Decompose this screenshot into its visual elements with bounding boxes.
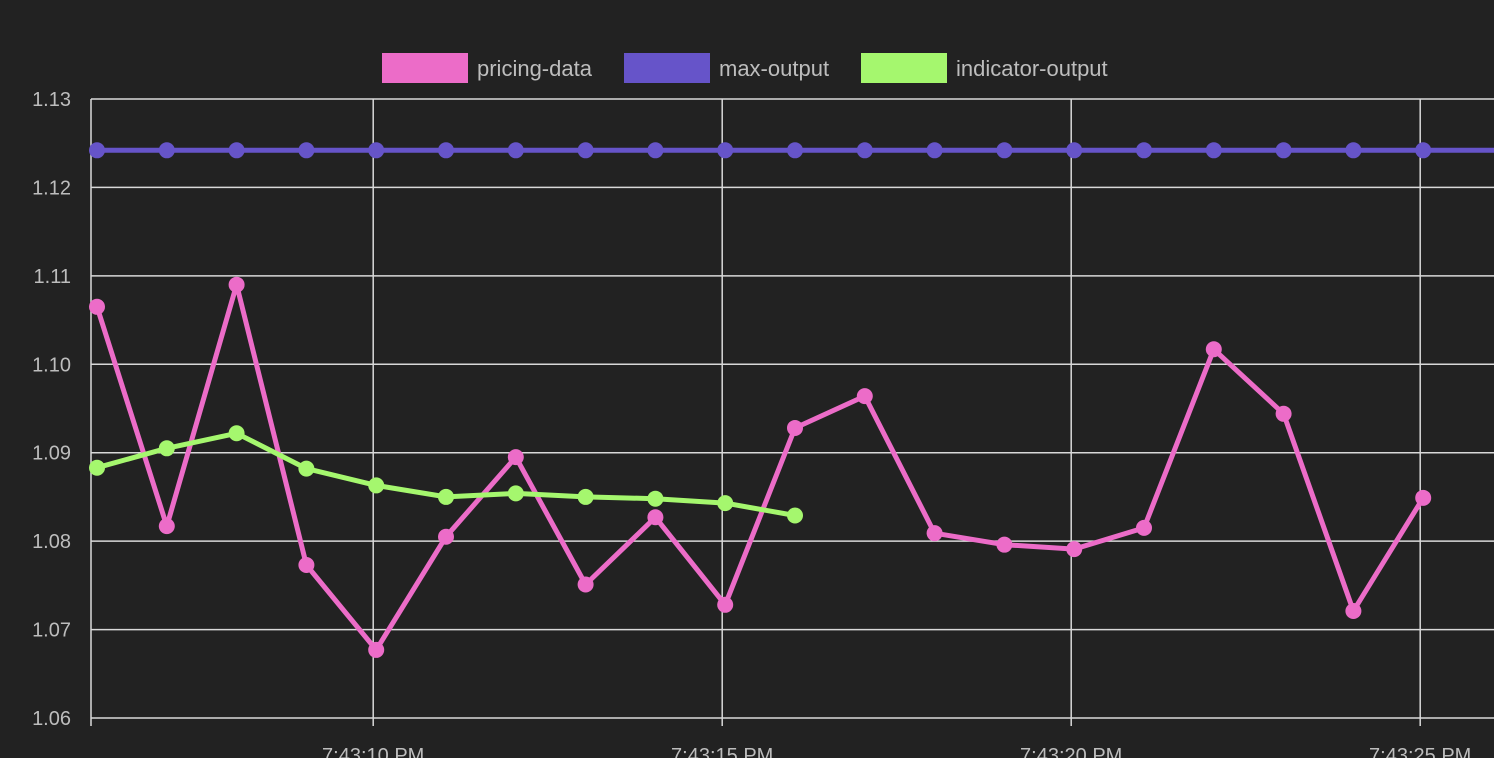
x-tick-label: 7:43:25 PM: [1369, 745, 1471, 758]
data-point[interactable]: [507, 485, 524, 502]
data-point[interactable]: [298, 142, 315, 159]
data-point[interactable]: [926, 525, 943, 542]
data-point[interactable]: [1275, 405, 1292, 422]
axis-layer: 1.13 1.12 1.11 1.10 1.09 1.08 1.07 1.06 7:43:10 …: [32, 89, 1471, 758]
data-point[interactable]: [1415, 489, 1432, 506]
y-tick-label: 1.06: [32, 708, 71, 730]
data-point[interactable]: [368, 142, 385, 159]
data-point[interactable]: [647, 509, 664, 526]
data-point[interactable]: [577, 576, 594, 593]
data-point[interactable]: [926, 142, 943, 159]
data-point[interactable]: [856, 388, 873, 405]
series-indicator-output: [89, 425, 803, 524]
legend-swatch: [382, 53, 468, 83]
data-point[interactable]: [996, 536, 1013, 553]
data-point[interactable]: [1345, 603, 1362, 620]
data-point[interactable]: [577, 142, 594, 159]
data-point[interactable]: [1345, 142, 1362, 159]
data-point[interactable]: [787, 419, 803, 436]
data-point[interactable]: [996, 142, 1013, 159]
data-point[interactable]: [298, 460, 315, 477]
data-point[interactable]: [298, 557, 315, 574]
data-point[interactable]: [577, 488, 594, 505]
data-point[interactable]: [787, 507, 803, 524]
y-tick-label: 1.12: [32, 177, 71, 199]
data-point[interactable]: [158, 518, 175, 535]
data-point[interactable]: [1066, 541, 1083, 558]
y-tick-label: 1.10: [32, 354, 71, 376]
data-point[interactable]: [717, 495, 734, 512]
series-max-output: [89, 142, 1494, 159]
data-point[interactable]: [507, 142, 524, 159]
data-point[interactable]: [228, 142, 245, 159]
data-point[interactable]: [228, 425, 245, 442]
data-point[interactable]: [368, 641, 385, 658]
legend-swatch: [861, 53, 947, 83]
legend-label: indicator-output: [956, 56, 1108, 81]
data-point[interactable]: [89, 142, 105, 159]
y-tick-label: 1.13: [32, 89, 71, 111]
data-point[interactable]: [89, 459, 105, 476]
data-point[interactable]: [438, 488, 454, 505]
data-point[interactable]: [438, 528, 454, 545]
data-point[interactable]: [438, 142, 454, 159]
grid-layer: [91, 98, 1494, 726]
y-tick-label: 1.08: [32, 531, 71, 553]
data-point[interactable]: [158, 440, 175, 457]
data-point[interactable]: [89, 298, 105, 315]
data-point[interactable]: [647, 142, 664, 159]
data-point[interactable]: [717, 142, 734, 159]
series-pricing-data: [89, 276, 1432, 658]
data-point[interactable]: [228, 276, 245, 293]
y-tick-label: 1.09: [32, 443, 71, 465]
data-point[interactable]: [507, 449, 524, 466]
y-tick-label: 1.11: [34, 266, 71, 288]
legend-item-pricing-data[interactable]: pricing-data: [382, 53, 593, 83]
data-point[interactable]: [1275, 142, 1292, 159]
data-point[interactable]: [1136, 519, 1152, 536]
data-point[interactable]: [856, 142, 873, 159]
series-line: [94, 282, 1426, 653]
data-point[interactable]: [1066, 142, 1083, 159]
data-point[interactable]: [787, 142, 803, 159]
series-layer: [89, 142, 1494, 658]
data-point[interactable]: [1136, 142, 1152, 159]
data-point[interactable]: [1205, 142, 1222, 159]
data-point[interactable]: [1415, 142, 1432, 159]
legend-swatch: [624, 53, 710, 83]
x-tick-label: 7:43:20 PM: [1020, 745, 1122, 758]
data-point[interactable]: [158, 142, 175, 159]
x-tick-label: 7:43:10 PM: [322, 745, 424, 758]
legend-item-indicator-output[interactable]: indicator-output: [861, 53, 1108, 83]
data-point[interactable]: [1205, 341, 1222, 358]
legend-label: max-output: [719, 56, 829, 81]
legend[interactable]: pricing-data max-output indicator-output: [382, 53, 1108, 83]
data-point[interactable]: [717, 596, 734, 613]
y-tick-label: 1.07: [32, 620, 71, 642]
legend-label: pricing-data: [477, 56, 593, 81]
legend-item-max-output[interactable]: max-output: [624, 53, 829, 83]
data-point[interactable]: [368, 477, 385, 494]
data-point[interactable]: [647, 490, 664, 507]
x-tick-label: 7:43:15 PM: [671, 745, 773, 758]
